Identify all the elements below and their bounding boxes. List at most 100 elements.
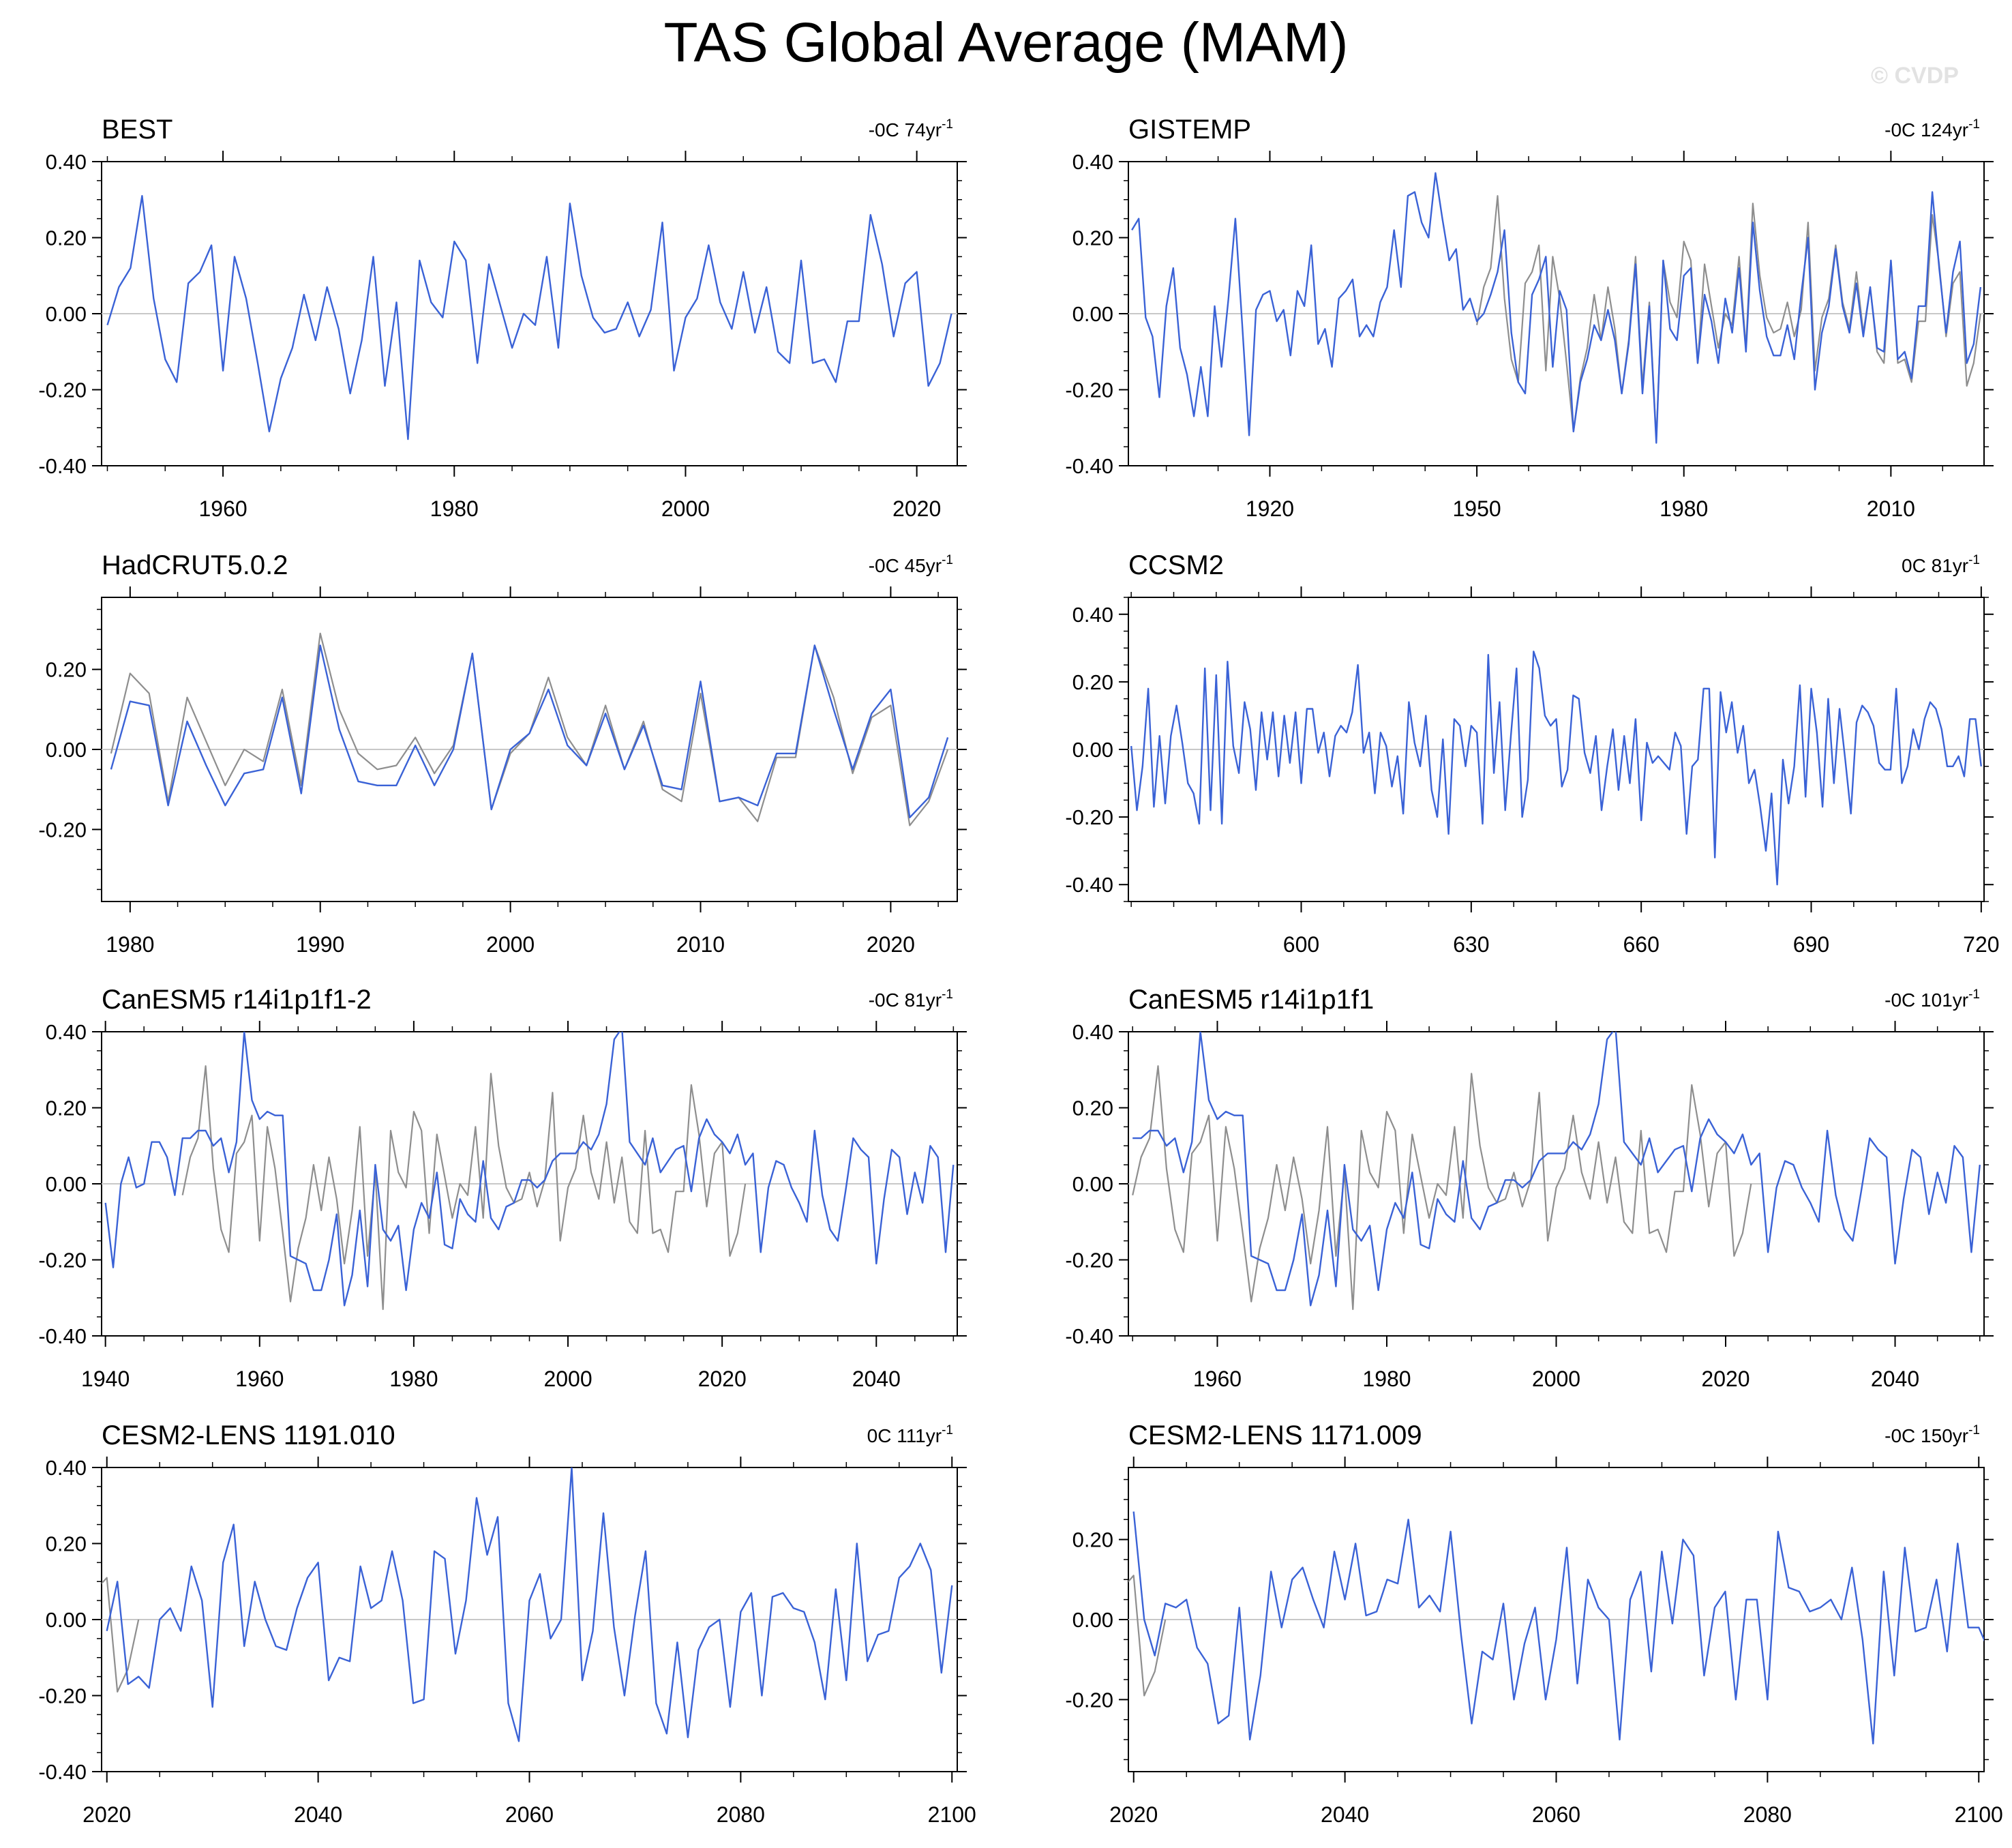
x-tick-label: 2010 [1867, 496, 1915, 521]
x-tick-label: 2100 [1955, 1802, 2003, 1827]
y-tick-label: -0.20 [1065, 805, 1113, 829]
x-tick-label: 2000 [486, 932, 535, 957]
x-tick-label: 2020 [892, 496, 941, 521]
panel-8: CESM2-LENS 1171.009 -0C 150yr-1 -0.20 0.00 0… [1065, 1420, 2003, 1827]
series-line-best [1128, 1575, 1167, 1697]
y-tick-label: 0.20 [1072, 1528, 1113, 1552]
y-tick-label: 0.40 [1072, 150, 1113, 174]
x-tick-label: 2040 [1871, 1367, 1919, 1391]
y-tick-label: 0.20 [46, 1097, 87, 1120]
y-tick-label: 0.20 [46, 226, 87, 250]
x-tick-label: 2000 [1532, 1367, 1580, 1391]
watermark: © CVDP [1871, 63, 1959, 89]
x-tick-label: 600 [1283, 932, 1319, 957]
series-line-gistemp [1131, 172, 1982, 444]
x-tick-label: 2060 [1532, 1802, 1580, 1827]
panel-3: HadCRUT5.0.2 -0C 45yr-1 -0.20 0.00 0.20 1980 1… [38, 550, 967, 957]
series-line-cesm2-lens-1171-009 [1132, 1511, 1984, 1745]
y-tick-label: 0.00 [1072, 302, 1113, 326]
x-tick-label: 1980 [389, 1367, 438, 1391]
panel-4: CCSM2 0C 81yr-1 -0.40 -0.20 0.00 0.20 0.40 600 6… [1065, 550, 1999, 957]
y-tick-label: -0.20 [38, 1249, 87, 1272]
y-tick-label: 0.40 [46, 150, 87, 174]
y-tick-label: 0.20 [46, 658, 87, 682]
y-tick-label: -0.20 [38, 378, 87, 402]
x-tick-label: 2020 [82, 1802, 131, 1827]
series-line-best [1132, 1065, 1752, 1311]
y-tick-label: -0.20 [1065, 378, 1113, 402]
series-line-canesm5-r14i1p1f1-2 [104, 1032, 955, 1307]
series-line-canesm5-r14i1p1f1 [1132, 1032, 1981, 1307]
panel-title: CCSM2 [1128, 550, 1224, 580]
x-tick-label: 2020 [867, 932, 915, 957]
series-line-hadcrut5-0-2 [110, 644, 949, 819]
y-tick-label: -0.40 [1065, 1324, 1113, 1348]
y-tick-label: -0.40 [1065, 873, 1113, 897]
y-tick-label: -0.20 [38, 1684, 87, 1708]
x-tick-label: 1960 [235, 1367, 284, 1391]
trend-label: 0C 81yr-1 [1902, 553, 1980, 576]
series-line-best [106, 195, 952, 441]
series-line-best [181, 1065, 747, 1311]
x-tick-label: 1950 [1453, 496, 1501, 521]
series-line-ccsm2 [1130, 651, 1982, 886]
x-tick-label: 2040 [852, 1367, 901, 1391]
y-tick-label: 0.00 [46, 302, 87, 326]
y-tick-label: 0.20 [1072, 670, 1113, 694]
x-tick-label: 2080 [717, 1802, 765, 1827]
y-tick-label: 0.00 [1072, 1172, 1113, 1196]
x-tick-label: 2100 [928, 1802, 976, 1827]
x-tick-label: 1960 [1193, 1367, 1242, 1391]
y-tick-label: -0.40 [38, 1760, 87, 1784]
x-tick-label: 630 [1453, 932, 1489, 957]
y-tick-label: 0.40 [1072, 603, 1113, 627]
y-tick-label: 0.00 [1072, 738, 1113, 762]
x-tick-label: 2020 [1109, 1802, 1158, 1827]
trend-label: -0C 74yr-1 [869, 117, 953, 140]
x-tick-label: 2060 [505, 1802, 554, 1827]
x-tick-label: 1960 [198, 496, 247, 521]
trend-label: 0C 111yr-1 [867, 1423, 953, 1446]
x-tick-label: 690 [1793, 932, 1829, 957]
y-tick-label: -0.40 [38, 1324, 87, 1348]
panel-title: HadCRUT5.0.2 [102, 550, 288, 580]
panel-6: CanESM5 r14i1p1f1 -0C 101yr-1 -0.40 -0.20 0.… [1065, 985, 1994, 1391]
x-tick-label: 1940 [81, 1367, 130, 1391]
x-tick-label: 720 [1963, 932, 1999, 957]
y-tick-label: -0.20 [38, 818, 87, 841]
x-tick-label: 2020 [1701, 1367, 1750, 1391]
series-line-best [102, 1577, 140, 1693]
panel-title: CanESM5 r14i1p1f1 [1128, 985, 1374, 1015]
series-line-cesm2-lens-1191-010 [106, 1467, 953, 1742]
y-tick-label: -0.20 [1065, 1249, 1113, 1272]
x-tick-label: 1980 [430, 496, 479, 521]
y-tick-label: 0.40 [46, 1456, 87, 1480]
x-tick-label: 2040 [1321, 1802, 1369, 1827]
x-tick-label: 1980 [1660, 496, 1708, 521]
panel-5: CanESM5 r14i1p1f1-2 -0C 81yr-1 -0.40 -0.20 0… [38, 985, 967, 1391]
x-tick-label: 2020 [698, 1367, 747, 1391]
panel-title: GISTEMP [1128, 115, 1251, 145]
trend-label: -0C 101yr-1 [1885, 987, 1980, 1011]
panel-2: GISTEMP -0C 124yr-1 -0.40 -0.20 0.00 0.20 0.40… [1065, 115, 1994, 521]
panel-title: CESM2-LENS 1171.009 [1128, 1420, 1422, 1450]
x-tick-label: 2000 [543, 1367, 592, 1391]
page-title: TAS Global Average (MAM) [663, 12, 1349, 74]
y-tick-label: 0.00 [46, 1172, 87, 1196]
y-tick-label: 0.20 [46, 1532, 87, 1556]
trend-label: -0C 45yr-1 [869, 553, 953, 576]
x-tick-label: 2080 [1743, 1802, 1792, 1827]
x-tick-label: 1920 [1246, 496, 1294, 521]
x-tick-label: 1990 [296, 932, 344, 957]
x-tick-label: 2000 [661, 496, 710, 521]
y-tick-label: 0.00 [46, 1608, 87, 1632]
y-tick-label: 0.40 [46, 1020, 87, 1044]
y-tick-label: -0.20 [1065, 1688, 1113, 1712]
panel-7: CESM2-LENS 1191.010 0C 111yr-1 -0.40 -0.20 0… [38, 1420, 976, 1827]
x-tick-label: 2010 [676, 932, 725, 957]
y-tick-label: 0.20 [1072, 1097, 1113, 1120]
y-tick-label: -0.40 [38, 454, 87, 478]
x-tick-label: 1980 [1362, 1367, 1411, 1391]
panel-title: BEST [102, 115, 172, 145]
panel-1: BEST -0C 74yr-1 -0.40 -0.20 0.00 0.20 0.40 1960… [38, 115, 967, 521]
